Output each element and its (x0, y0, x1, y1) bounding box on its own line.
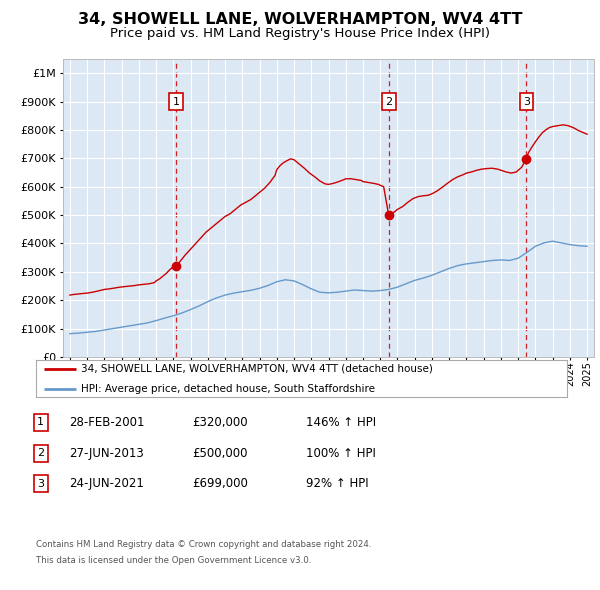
Text: 2: 2 (37, 448, 44, 458)
Text: 24-JUN-2021: 24-JUN-2021 (69, 477, 144, 490)
Text: 2: 2 (385, 97, 392, 107)
Text: £500,000: £500,000 (192, 447, 248, 460)
Text: 3: 3 (37, 479, 44, 489)
Text: Price paid vs. HM Land Registry's House Price Index (HPI): Price paid vs. HM Land Registry's House … (110, 27, 490, 40)
Text: This data is licensed under the Open Government Licence v3.0.: This data is licensed under the Open Gov… (36, 556, 311, 565)
Text: 146% ↑ HPI: 146% ↑ HPI (306, 416, 376, 429)
Text: £320,000: £320,000 (192, 416, 248, 429)
Text: 1: 1 (172, 97, 179, 107)
Text: 92% ↑ HPI: 92% ↑ HPI (306, 477, 368, 490)
Text: HPI: Average price, detached house, South Staffordshire: HPI: Average price, detached house, Sout… (81, 384, 375, 394)
Text: 100% ↑ HPI: 100% ↑ HPI (306, 447, 376, 460)
Text: 28-FEB-2001: 28-FEB-2001 (69, 416, 145, 429)
Text: 34, SHOWELL LANE, WOLVERHAMPTON, WV4 4TT: 34, SHOWELL LANE, WOLVERHAMPTON, WV4 4TT (78, 12, 522, 27)
Text: 34, SHOWELL LANE, WOLVERHAMPTON, WV4 4TT (detached house): 34, SHOWELL LANE, WOLVERHAMPTON, WV4 4TT… (81, 363, 433, 373)
Text: £699,000: £699,000 (192, 477, 248, 490)
Text: 1: 1 (37, 418, 44, 427)
Text: 3: 3 (523, 97, 530, 107)
Text: 27-JUN-2013: 27-JUN-2013 (69, 447, 144, 460)
Text: Contains HM Land Registry data © Crown copyright and database right 2024.: Contains HM Land Registry data © Crown c… (36, 540, 371, 549)
